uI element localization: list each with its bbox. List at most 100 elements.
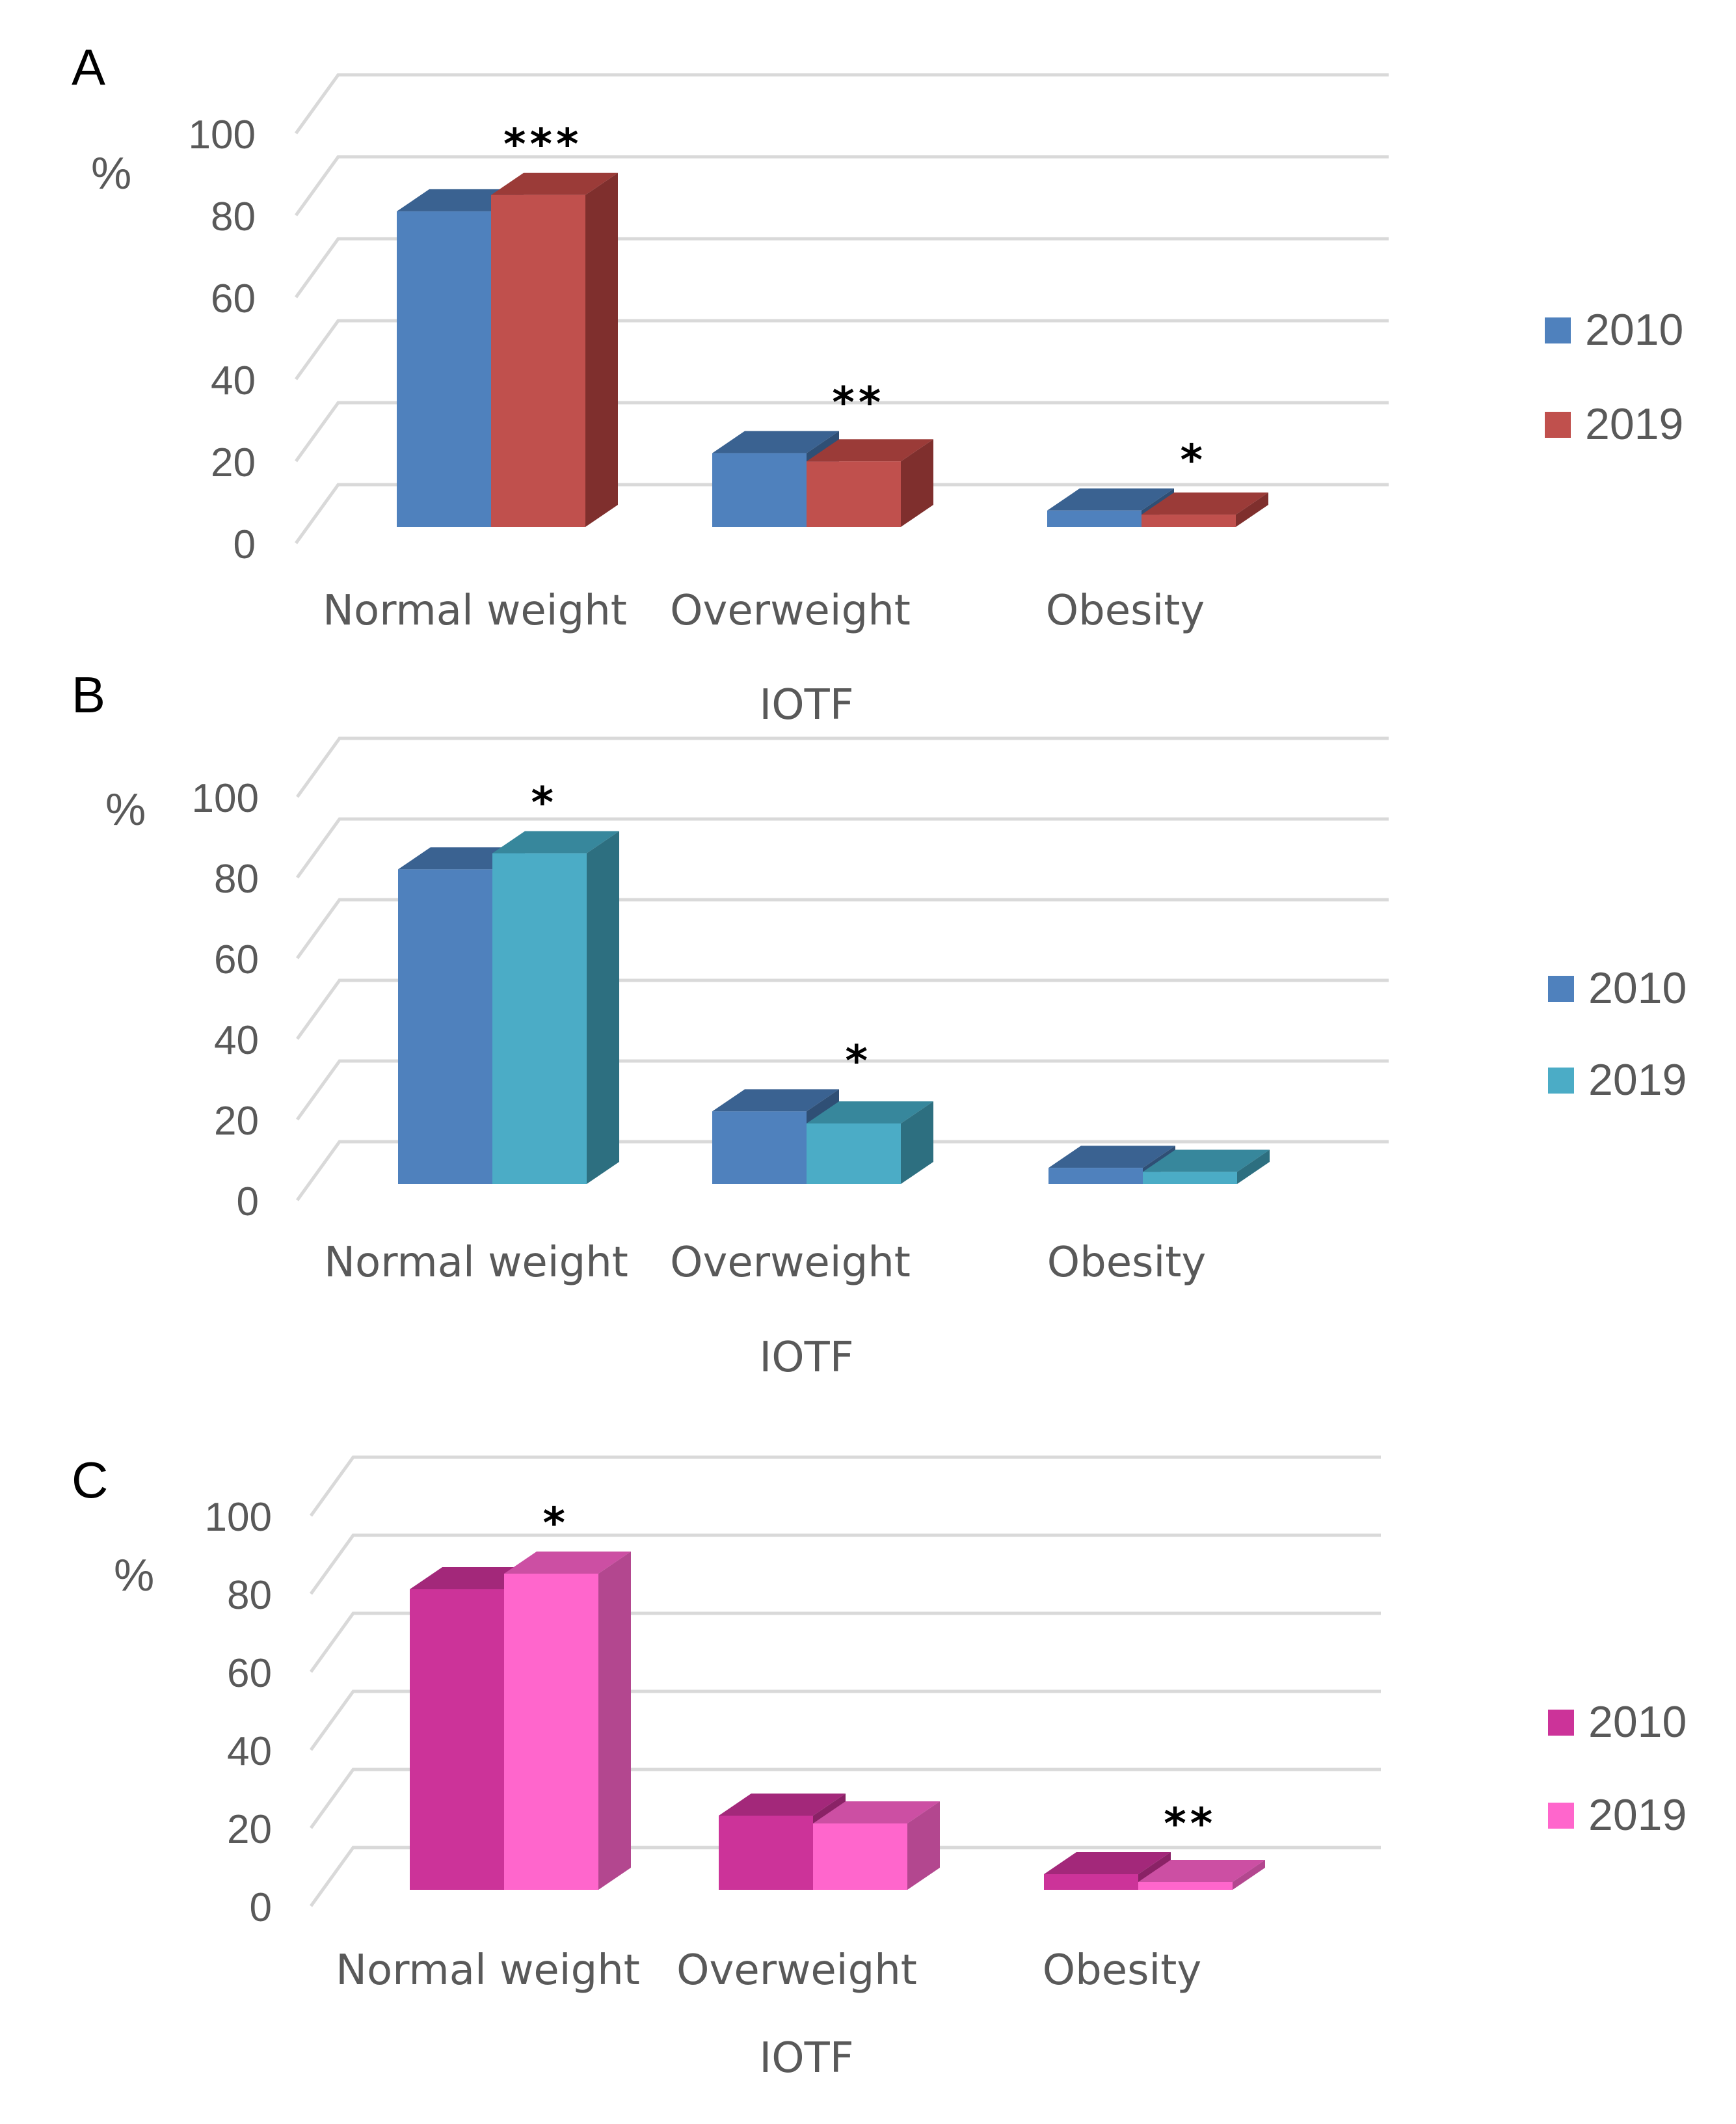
bar-top <box>712 431 839 453</box>
y-tick-label: 20 <box>211 440 256 485</box>
legend: 2010 2019 <box>1545 305 1683 449</box>
bar-side <box>1233 1860 1265 1890</box>
significance-marker: ** <box>1164 1799 1216 1849</box>
bar-front <box>712 1111 807 1184</box>
legend-label: 2010 <box>1588 1697 1687 1747</box>
x-tick-label: Normal weight <box>336 1946 640 1995</box>
bar-front <box>491 195 585 527</box>
panel-letter: B <box>72 666 105 723</box>
bar-front <box>1048 1168 1143 1184</box>
bar-top <box>712 1089 839 1112</box>
legend-swatch <box>1548 976 1574 1002</box>
legend-label: 2019 <box>1588 1790 1687 1840</box>
y-tick-label: 60 <box>227 1651 272 1696</box>
y-tick-label: 40 <box>227 1729 272 1774</box>
bar-2019-normal-weight <box>491 172 618 527</box>
x-axis-label: IOTF <box>759 2034 853 2082</box>
bar-front <box>719 1816 813 1890</box>
gridline <box>295 736 1389 798</box>
bar-2010-normal-weight <box>397 189 524 527</box>
bar-top <box>504 1552 631 1574</box>
bar-2019-normal-weight <box>492 831 619 1184</box>
bar-top <box>1047 488 1174 511</box>
significance-marker: * <box>542 1498 569 1548</box>
x-tick-label: Normal weight <box>324 1239 628 1287</box>
bar-front <box>1142 515 1236 527</box>
bar-front <box>1047 510 1142 527</box>
chart-panel-a: A 0 20 40 60 80 100% *** Normal weight ** Overweig… <box>72 38 1683 729</box>
gridline <box>295 978 1389 1040</box>
bar-side <box>901 439 933 527</box>
y-tick-label: 20 <box>214 1099 259 1144</box>
gridline <box>309 1611 1381 1673</box>
legend-label: 2019 <box>1585 399 1683 449</box>
bar-front <box>1143 1172 1237 1184</box>
significance-marker: *** <box>503 120 583 170</box>
bar-side <box>1237 1149 1270 1184</box>
y-tick-label: 0 <box>237 1179 259 1224</box>
bar-top <box>1142 492 1268 515</box>
legend: 2010 2019 <box>1548 963 1687 1105</box>
x-tick-label: Obesity <box>1043 1946 1201 1995</box>
y-axis-label: % <box>114 1550 154 1600</box>
bar-2019-overweight <box>807 1101 933 1184</box>
bar-front <box>504 1574 598 1890</box>
panel-letter: C <box>72 1451 108 1509</box>
x-tick-label: Overweight <box>676 1946 917 1995</box>
bar-top <box>491 172 618 195</box>
x-tick-label: Obesity <box>1047 1239 1206 1287</box>
legend-swatch <box>1548 1710 1574 1736</box>
y-tick-label: 40 <box>211 358 256 403</box>
gridline <box>309 1846 1381 1907</box>
bar-top <box>719 1794 846 1816</box>
bar-top <box>1138 1860 1265 1882</box>
bar-top <box>492 831 619 854</box>
bar-top <box>1048 1146 1175 1168</box>
y-tick-label: 80 <box>214 857 259 902</box>
x-tick-label: Normal weight <box>323 587 627 635</box>
y-tick-label: 60 <box>214 937 259 982</box>
bar-2019-overweight <box>813 1801 940 1890</box>
bar-2019-normal-weight <box>504 1552 631 1890</box>
legend-swatch <box>1548 1068 1574 1094</box>
x-tick-label: Obesity <box>1046 587 1205 635</box>
bar-2019-obesity <box>1142 492 1268 527</box>
bar-top <box>807 1101 933 1123</box>
bar-side <box>901 1101 933 1184</box>
gridline <box>295 817 1389 879</box>
gridline <box>295 1140 1389 1202</box>
x-axis-label: IOTF <box>759 681 853 729</box>
significance-marker: * <box>1180 435 1207 485</box>
bar-2010-obesity <box>1048 1146 1175 1184</box>
legend-label: 2010 <box>1585 305 1683 355</box>
y-tick-label: 20 <box>227 1807 272 1852</box>
bar-front <box>1138 1882 1233 1890</box>
bar-front <box>410 1589 504 1890</box>
bar-side <box>1236 492 1268 527</box>
y-tick-label: 40 <box>214 1018 259 1063</box>
x-tick-label: Overweight <box>670 1239 911 1287</box>
bar-2019-overweight <box>807 439 933 527</box>
y-tick-label: 0 <box>234 522 256 567</box>
bar-top <box>813 1801 940 1823</box>
gridline <box>294 319 1389 381</box>
gridline <box>294 73 1389 135</box>
bar-top <box>1143 1149 1270 1172</box>
y-tick-label: 60 <box>211 276 256 321</box>
y-axis-label: % <box>91 148 131 198</box>
legend-label: 2010 <box>1588 963 1687 1013</box>
gridline <box>294 401 1389 463</box>
gridline <box>294 155 1389 217</box>
bar-front <box>398 869 492 1184</box>
bar-2010-overweight <box>719 1794 846 1890</box>
x-tick-label: Overweight <box>670 587 911 635</box>
x-axis-label: IOTF <box>759 1334 853 1382</box>
bar-side <box>907 1801 940 1890</box>
bar-top <box>807 439 933 462</box>
legend-swatch <box>1548 1803 1574 1829</box>
gridline <box>309 1533 1381 1595</box>
legend: 2010 2019 <box>1548 1697 1687 1840</box>
y-tick-label: 80 <box>211 195 256 239</box>
gridline <box>295 1059 1389 1121</box>
gridline <box>294 483 1389 544</box>
